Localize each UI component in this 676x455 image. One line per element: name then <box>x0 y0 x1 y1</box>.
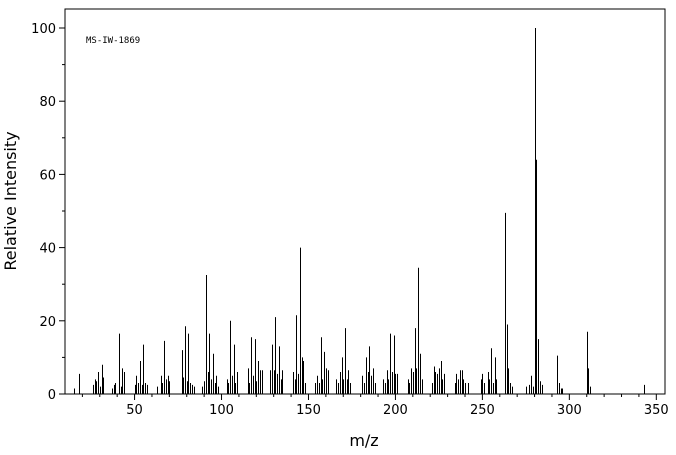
x-tick-label: 200 <box>383 403 408 418</box>
x-tick-label: 50 <box>126 403 143 418</box>
x-tick-label: 100 <box>209 403 234 418</box>
axis-ticks: 50 100 150 200 250 300 350 0 20 40 60 80 100 <box>31 22 669 418</box>
spectrum-id-annotation: MS-IW-1869 <box>86 36 140 46</box>
peak-bars <box>74 28 645 394</box>
plot-frame <box>64 8 666 395</box>
y-tick-label: 20 <box>39 315 56 330</box>
x-tick-label: 350 <box>644 403 669 418</box>
x-axis-label: m/z <box>349 431 378 450</box>
y-tick-label: 0 <box>48 388 56 403</box>
y-tick-label: 100 <box>31 22 56 37</box>
y-tick-label: 60 <box>39 168 56 183</box>
x-tick-label: 300 <box>557 403 582 418</box>
y-axis-label: Relative Intensity <box>1 131 20 270</box>
y-tick-label: 80 <box>39 95 56 110</box>
x-tick-label: 250 <box>470 403 495 418</box>
y-tick-label: 40 <box>39 242 56 257</box>
x-tick-label: 150 <box>296 403 321 418</box>
